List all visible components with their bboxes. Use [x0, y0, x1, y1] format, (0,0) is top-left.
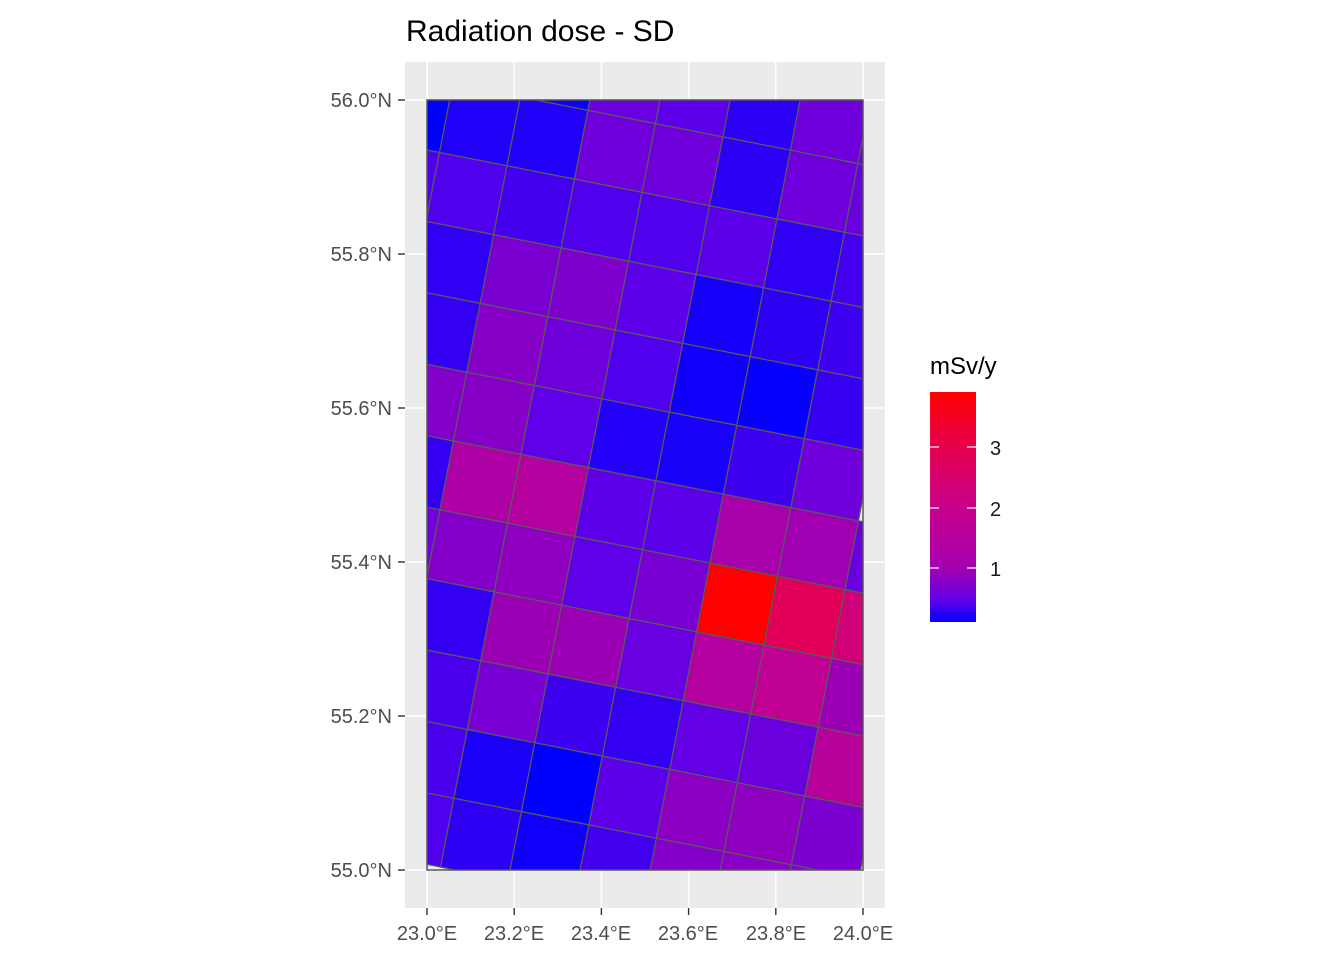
heatmap-cell	[601, 329, 684, 413]
heatmap-cell	[628, 548, 711, 633]
heatmap-cell	[427, 151, 508, 236]
heatmap-cell	[695, 562, 779, 646]
heatmap-cell	[452, 371, 536, 456]
x-tick-label: 24.0°E	[833, 923, 893, 945]
legend-ticks	[930, 446, 976, 569]
heatmap-cell	[479, 591, 563, 675]
heatmap-cell	[736, 713, 819, 797]
heatmap-cell	[682, 631, 765, 715]
heatmap-cell	[830, 588, 863, 666]
x-tick-label: 23.2°E	[484, 923, 544, 945]
heatmap-cell	[804, 726, 863, 809]
y-tick-label: 55.0°N	[331, 860, 392, 882]
heatmap-cell	[453, 728, 536, 813]
heatmap-cell	[506, 453, 590, 538]
heatmap-cell	[587, 398, 671, 482]
legend: mSv/y 3 2 1	[930, 353, 1001, 622]
heatmap-cell	[790, 795, 863, 870]
y-tick-label: 55.8°N	[331, 244, 392, 266]
heatmap-cell	[560, 535, 644, 620]
heatmap-cell	[669, 699, 752, 784]
heatmap-cell	[843, 162, 863, 237]
heatmap-cell	[719, 850, 793, 870]
heatmap-cell	[520, 742, 604, 826]
heatmap-cell	[439, 440, 522, 524]
heatmap-cell	[762, 218, 846, 302]
heatmap-cell	[695, 204, 778, 289]
heatmap-cell	[681, 273, 765, 358]
heatmap-cell	[614, 617, 698, 702]
heatmap-cell	[506, 100, 589, 180]
heatmap-cell	[588, 755, 671, 839]
heatmap-cell	[427, 509, 509, 593]
heatmap-cell	[655, 768, 739, 853]
heatmap-cell	[614, 260, 697, 345]
x-tick-label: 23.0°E	[397, 923, 457, 945]
heatmap-cell	[641, 480, 725, 564]
heatmap-cell	[466, 659, 549, 744]
legend-label: 3	[990, 438, 1001, 460]
heatmap-cell	[560, 178, 643, 262]
heatmap-cell	[649, 837, 725, 870]
heatmap-cell	[708, 136, 792, 220]
heatmap-cell	[493, 522, 576, 606]
map-boundary	[426, 99, 864, 871]
y-tick-label: 55.2°N	[331, 706, 392, 728]
x-tick-label: 23.4°E	[571, 923, 631, 945]
heatmap-cell	[627, 191, 711, 276]
heatmap-cell	[466, 302, 549, 387]
heatmap-cell	[579, 824, 658, 870]
heatmap-cell	[547, 604, 630, 689]
heatmap-cell	[492, 165, 576, 249]
heatmap-cell	[790, 437, 863, 522]
heatmap-cell	[709, 493, 792, 578]
chart-title: Radiation dose - SD	[406, 15, 674, 48]
legend-label: 2	[990, 499, 1001, 521]
heatmap-cell	[830, 231, 863, 308]
x-tick-label: 23.6°E	[658, 923, 718, 945]
heatmap-cell	[601, 686, 684, 771]
legend-title: mSv/y	[930, 353, 997, 380]
y-tick-label: 55.6°N	[331, 398, 392, 420]
heatmap-cell	[776, 506, 860, 591]
heatmap-cell	[439, 797, 523, 870]
heatmap-cell	[789, 864, 821, 870]
legend-label: 1	[990, 559, 1001, 581]
heatmap-cell	[776, 149, 859, 234]
heatmap-cell	[520, 384, 603, 469]
heatmap-cell	[574, 466, 657, 551]
heatmap-cell	[736, 355, 819, 440]
heatmap-cell	[509, 810, 590, 870]
heatmap-cell	[668, 342, 751, 427]
axes: 55.0°N 55.2°N 55.4°N 55.6°N 55.8°N 56.0°…	[331, 90, 894, 945]
y-tick-label: 55.4°N	[331, 552, 392, 574]
heatmap-cell	[546, 247, 630, 331]
heatmap-cell	[641, 122, 724, 207]
x-tick-label: 23.8°E	[746, 923, 806, 945]
y-tick-label: 56.0°N	[331, 90, 392, 112]
cells-layer	[427, 100, 863, 870]
heatmap-cell	[817, 657, 863, 737]
heatmap-cell	[844, 520, 863, 594]
heatmap-cell	[722, 424, 806, 509]
heatmap-cell	[749, 287, 832, 371]
heatmap-cell	[534, 673, 617, 757]
heatmap-cell	[533, 315, 616, 400]
heatmap-cell	[655, 411, 738, 495]
heatmap-cell	[573, 109, 657, 194]
heatmap-cell	[763, 575, 846, 660]
heatmap-cell	[723, 781, 806, 866]
heatmap-cell	[749, 644, 833, 728]
heatmap-cell	[479, 233, 562, 318]
heatmap-cell	[816, 300, 863, 380]
legend-colorbar	[930, 392, 976, 622]
